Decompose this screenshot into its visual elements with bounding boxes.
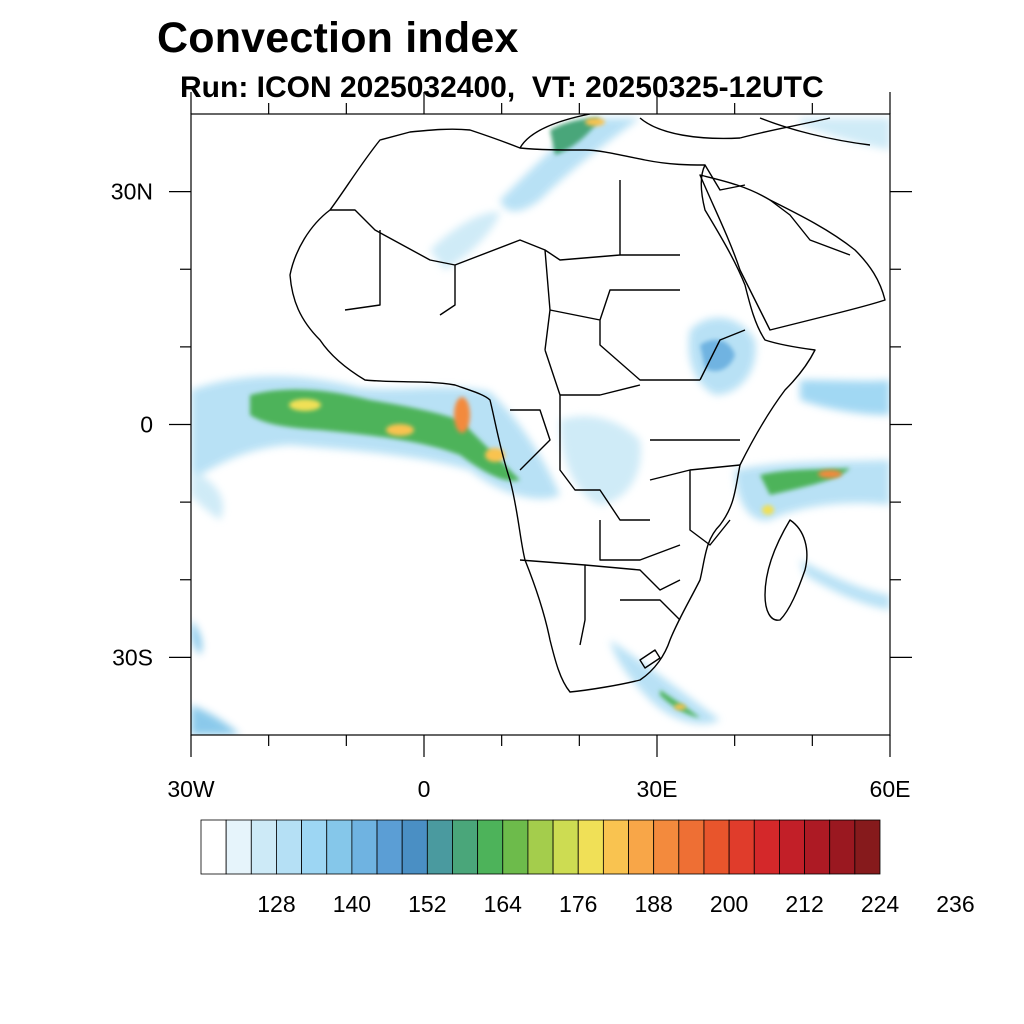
colorbar-swatch (804, 819, 831, 875)
colorbar-label: 236 (936, 891, 974, 917)
convection-region-congo (560, 416, 641, 505)
lat-tick-label: 0 (140, 412, 153, 438)
lon-tick-label: 0 (418, 776, 431, 802)
convection-region-arabian-sea (800, 380, 890, 415)
colorbar-swatch (225, 819, 252, 875)
convection-max-6 (762, 505, 774, 515)
convection-region-sahara-band (430, 211, 500, 270)
convection-region-south-atlantic (191, 620, 202, 655)
colorbar-swatch (854, 819, 881, 875)
colorbar-swatch (577, 819, 604, 875)
convection-region-south-africa (610, 640, 720, 724)
convection-max-1 (289, 399, 321, 411)
convection-max-2 (386, 424, 414, 436)
africa-coastline (289, 128, 816, 693)
colorbar-swatch (301, 819, 328, 875)
lat-tick-label: 30N (111, 179, 153, 205)
lon-tick-label: 30W (167, 776, 215, 802)
coastlines-borders (289, 114, 886, 693)
colorbar-label: 200 (710, 891, 748, 917)
colorbar-swatch (602, 819, 629, 875)
convection-field (191, 118, 890, 735)
colorbar-swatch (326, 819, 353, 875)
colorbar-swatch (276, 819, 302, 875)
colorbar-swatch (653, 819, 680, 875)
axis-ticks (169, 92, 912, 757)
convection-max-7 (674, 704, 686, 710)
colorbar-swatch (552, 819, 579, 875)
lon-tick-label: 60E (870, 776, 911, 802)
colorbar-swatch (728, 819, 755, 875)
colorbar-label: 140 (333, 891, 371, 917)
convection-region-atlantic (191, 470, 224, 520)
colorbar-swatch (502, 819, 529, 875)
colorbar-swatch (426, 819, 453, 875)
colorbar-swatch (779, 819, 805, 875)
colorbar-labels: 128 140 152 164 176 188 200 212 224 236 (257, 891, 974, 917)
convection-max-5 (818, 470, 842, 478)
colorbar-swatch (376, 819, 403, 875)
convection-region-mediterranean (500, 118, 640, 212)
colorbar-swatch (678, 819, 705, 875)
colorbar-swatch (628, 819, 655, 875)
colorbar-swatch (527, 819, 554, 875)
convection-core-gulf-guinea (250, 389, 520, 481)
chart-title: Convection index (157, 14, 519, 62)
lon-tick-label: 30E (637, 776, 678, 802)
colorbar-swatch (351, 819, 378, 875)
colorbar-swatch (477, 819, 504, 875)
colorbar-swatch (829, 819, 856, 875)
convection-max-4 (485, 448, 505, 462)
lat-tick-label: 30S (112, 644, 153, 670)
arabia-coastline (699, 174, 886, 331)
colorbar (200, 819, 881, 875)
colorbar-label: 152 (408, 891, 446, 917)
colorbar-swatch (452, 819, 479, 875)
convection-region-southwest-corner (191, 705, 240, 735)
country-borders (330, 164, 851, 669)
convection-max-8 (585, 118, 605, 126)
colorbar-label: 128 (257, 891, 295, 917)
colorbar-swatch (200, 819, 227, 875)
colorbar-swatch (703, 819, 730, 875)
colorbar-label: 188 (634, 891, 672, 917)
convection-region-anatolia (800, 118, 890, 150)
mediterranean-coastline (519, 114, 871, 149)
colorbar-label: 224 (861, 891, 900, 917)
colorbar-swatch (401, 819, 428, 875)
colorbar-label: 164 (484, 891, 523, 917)
chart-subtitle: Run: ICON 2025032400, VT: 20250325-12UTC (180, 71, 824, 104)
colorbar-label: 212 (785, 891, 823, 917)
axis-tick-labels: 30W 0 30E 60E 30N 0 30S (111, 179, 911, 802)
convection-max-3 (454, 397, 470, 433)
colorbar-swatch (250, 819, 277, 875)
colorbar-label: 176 (559, 891, 597, 917)
convection-region-madagascar-band (800, 560, 890, 610)
convection-core-mediterranean (550, 118, 600, 155)
madagascar-coastline (764, 519, 808, 621)
colorbar-swatch (753, 819, 780, 875)
